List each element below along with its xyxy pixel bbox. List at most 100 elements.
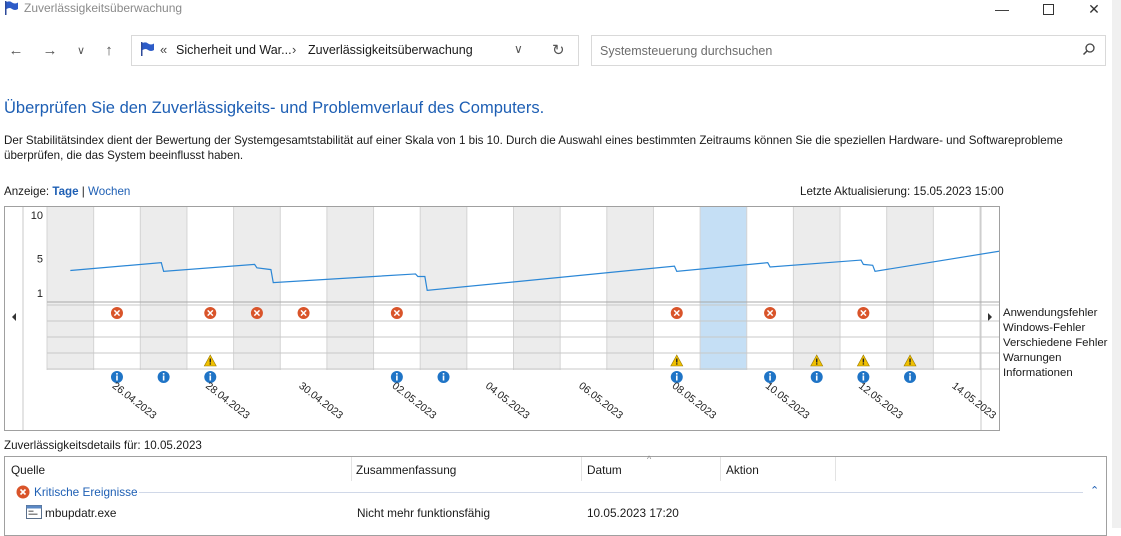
critical-error-icon — [16, 485, 30, 504]
day-column[interactable] — [280, 207, 327, 370]
x-tick-label: 12.05.2023 — [856, 380, 905, 422]
info-icon-mark — [909, 375, 911, 381]
vertical-scrollbar[interactable] — [1112, 0, 1121, 528]
error-icon-mark — [207, 309, 214, 317]
group-critical-events[interactable]: Kritische Ereignisse — [34, 485, 138, 499]
warning-icon-mark — [816, 363, 818, 365]
search-input[interactable]: Systemsteuerung durchsuchen — [591, 35, 1106, 66]
view-label: Anzeige: — [4, 185, 50, 198]
day-column[interactable] — [653, 207, 701, 370]
forward-arrow-icon[interactable]: → — [42, 41, 58, 59]
view-selector: Anzeige: Tage | Wochen — [4, 185, 130, 198]
scroll-right-icon[interactable] — [988, 313, 992, 321]
day-column[interactable] — [980, 207, 1027, 370]
day-column[interactable] — [700, 207, 747, 370]
day-column[interactable] — [606, 207, 654, 370]
day-column[interactable] — [186, 207, 234, 370]
breadcrumb-reliability[interactable]: Zuverlässigkeitsüberwachung — [308, 43, 473, 57]
info-icon-mark — [209, 373, 212, 375]
title-bar: Zuverlässigkeitsüberwachung — ✕ — [0, 0, 1121, 18]
address-bar[interactable]: « Sicherheit und War... › Zuverlässigkei… — [131, 35, 579, 66]
window-title: Zuverlässigkeitsüberwachung — [24, 1, 183, 15]
column-header-source[interactable]: Quelle — [11, 463, 46, 477]
collapse-chevron-icon[interactable]: ⌃ — [1090, 485, 1100, 497]
maximize-button[interactable] — [1025, 0, 1071, 18]
info-icon-mark — [862, 375, 865, 381]
info-icon-mark — [769, 375, 771, 381]
breadcrumb-security[interactable]: Sicherheit und War... — [176, 43, 292, 57]
info-icon-mark — [209, 375, 212, 381]
refresh-icon[interactable]: ↻ — [552, 42, 565, 59]
back-arrow-icon[interactable]: ← — [8, 41, 24, 59]
column-divider — [720, 457, 721, 481]
info-icon-mark — [815, 373, 818, 375]
up-arrow-icon[interactable]: ↑ — [105, 41, 113, 59]
view-weeks-link[interactable]: Wochen — [88, 185, 131, 198]
error-icon-mark — [860, 309, 867, 317]
error-icon-mark — [253, 309, 261, 317]
stability-index-line — [70, 249, 1004, 292]
legend-warnings: Warnungen — [1003, 352, 1062, 364]
legend-windows-errors: Windows-Fehler — [1003, 322, 1086, 334]
column-header-action[interactable]: Aktion — [726, 463, 759, 477]
scroll-left-icon[interactable] — [12, 313, 16, 321]
day-column[interactable] — [373, 207, 421, 370]
day-column[interactable] — [233, 207, 281, 370]
x-tick-label: 10.05.2023 — [763, 380, 812, 422]
info-icon-mark — [675, 375, 678, 381]
day-column[interactable] — [886, 207, 934, 370]
info-icon-mark — [116, 375, 118, 381]
info-icon-mark — [909, 373, 911, 375]
column-header-date[interactable]: Datum — [587, 463, 622, 477]
x-tick-label: 30.04.2023 — [296, 380, 345, 422]
day-column[interactable] — [513, 207, 561, 370]
minimize-button[interactable]: — — [995, 1, 1009, 17]
day-column[interactable] — [933, 207, 980, 370]
error-icon-mark — [766, 309, 774, 317]
column-header-summary[interactable]: Zusammenfassung — [356, 463, 457, 477]
x-tick-label: 28.04.2023 — [203, 380, 252, 422]
reliability-chart[interactable]: 10 5 1 26.04.2023 28.04.2023 30.04.2023 02.05.… — [4, 206, 1028, 431]
application-icon — [26, 505, 42, 524]
view-days-link[interactable]: Tage — [52, 185, 79, 198]
day-column[interactable] — [47, 207, 94, 370]
legend-misc-errors: Verschiedene Fehler — [1003, 337, 1108, 349]
warning-icon-mark — [676, 358, 678, 363]
x-tick-label: 08.05.2023 — [670, 380, 719, 422]
day-column[interactable] — [93, 207, 141, 370]
sort-ascending-icon: ^ — [647, 454, 652, 464]
legend-app-errors: Anwendungsfehler — [1003, 307, 1098, 319]
search-icon[interactable] — [1082, 42, 1096, 61]
day-column[interactable] — [840, 207, 887, 370]
day-column[interactable] — [466, 207, 514, 370]
day-column[interactable] — [326, 207, 374, 370]
page-title: Überprüfen Sie den Zuverlässigkeits- und… — [4, 99, 545, 117]
day-column[interactable] — [560, 207, 607, 370]
info-icon-mark — [862, 373, 865, 375]
flag-icon — [140, 42, 156, 61]
warning-icon-mark — [816, 358, 818, 363]
x-tick-label: 14.05.2023 — [950, 380, 999, 422]
chevron-down-icon[interactable]: ∨ — [514, 42, 523, 56]
day-column[interactable] — [746, 207, 794, 370]
column-divider — [581, 457, 582, 481]
page-description: Der Stabilitätsindex dient der Bewertung… — [4, 134, 1063, 162]
overflow-chevron[interactable]: « — [160, 42, 168, 57]
day-column[interactable] — [140, 207, 187, 370]
x-tick-label: 04.05.2023 — [483, 380, 532, 422]
error-icon-mark — [300, 309, 307, 317]
row-summary: Nicht mehr funktionsfähig — [357, 506, 491, 520]
column-divider — [351, 457, 352, 481]
y-tick-label: 1 — [37, 288, 43, 300]
breadcrumb-separator-icon: › — [292, 42, 297, 57]
close-button[interactable]: ✕ — [1088, 0, 1100, 17]
info-icon-mark — [769, 373, 771, 375]
stability-chart-svg[interactable]: 10 5 1 26.04.2023 28.04.2023 30.04.2023 02.05.… — [5, 207, 1028, 430]
x-tick-label: 06.05.2023 — [576, 380, 625, 422]
warning-icon-mark — [209, 363, 211, 365]
recent-dropdown-icon[interactable]: ∨ — [76, 44, 86, 57]
last-update: Letzte Aktualisierung: 15.05.2023 15:00 — [800, 185, 1004, 198]
row-source[interactable]: mbupdatr.exe — [45, 506, 117, 520]
error-icon-mark — [113, 309, 121, 317]
day-column[interactable] — [793, 207, 841, 370]
